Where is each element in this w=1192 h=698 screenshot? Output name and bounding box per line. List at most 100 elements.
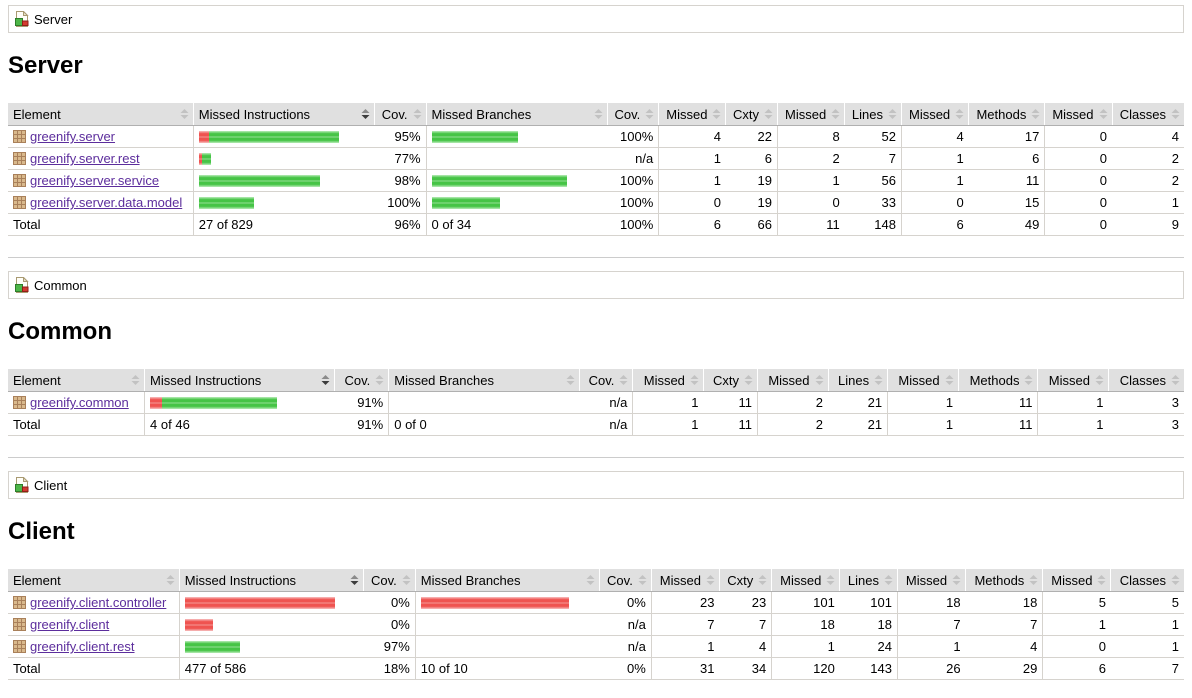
column-header-missed[interactable]: Missed [1042, 569, 1111, 592]
column-header-classes[interactable]: Classes [1111, 103, 1184, 126]
column-header-element[interactable]: Element [8, 369, 145, 392]
sort-updown-icon [1031, 109, 1040, 119]
section-title: Server [8, 52, 83, 79]
column-header-missed[interactable]: Missed [1037, 369, 1109, 392]
package-link[interactable]: greenify.common [30, 395, 129, 410]
column-header-missedbranches[interactable]: Missed Branches [414, 569, 600, 592]
package-icon [13, 152, 26, 165]
counter-cell: 18 [839, 613, 898, 636]
counter-cell: 7 [650, 613, 720, 636]
missed-bar-segment [150, 396, 163, 409]
branches-bar [414, 613, 600, 636]
branches-coverage: 100% [607, 125, 659, 148]
total-instructions: 27 of 829 [192, 213, 375, 236]
total-counter-cell: 7 [1110, 657, 1184, 680]
element-cell-inner: greenify.server.data.model [13, 195, 188, 210]
column-header-missed[interactable]: Missed [896, 569, 966, 592]
total-counter-cell: 6 [658, 213, 726, 236]
column-header-methods[interactable]: Methods [968, 103, 1045, 126]
counter-cell: 19 [725, 191, 778, 214]
column-header-missed[interactable]: Missed [900, 103, 969, 126]
total-counter-cell: 9 [1112, 213, 1184, 236]
column-header-methods[interactable]: Methods [965, 569, 1043, 592]
column-header-classes[interactable]: Classes [1110, 569, 1184, 592]
counter-cell: 23 [719, 591, 772, 614]
column-header-cov[interactable]: Cov. [578, 369, 633, 392]
column-header-missedbranches[interactable]: Missed Branches [388, 369, 580, 392]
package-link[interactable]: greenify.server [30, 129, 116, 144]
counter-cell: 33 [844, 191, 902, 214]
column-header-missed[interactable]: Missed [1044, 103, 1113, 126]
package-link[interactable]: greenify.server.service [30, 173, 160, 188]
column-header-label: Missed [659, 572, 701, 588]
column-header-cov[interactable]: Cov. [606, 103, 659, 126]
coverage-section-client: Client Client Element Missed Instructions Co… [8, 471, 1184, 680]
column-header-element[interactable]: Element [8, 569, 180, 592]
coverage-bar [198, 196, 370, 209]
package-link[interactable]: greenify.client [30, 617, 110, 632]
breadcrumb: Client [8, 471, 1184, 499]
column-header-missed[interactable]: Missed [632, 369, 704, 392]
column-header-cov[interactable]: Cov. [374, 103, 427, 126]
column-header-label: Missed [898, 372, 940, 388]
column-header-missedinstructions[interactable]: Missed Instructions [178, 569, 364, 592]
column-header-lines[interactable]: Lines [827, 369, 888, 392]
sort-updown-icon [884, 575, 893, 585]
total-counter-cell: 49 [968, 213, 1045, 236]
column-header-label: Missed Branches [431, 106, 532, 122]
counter-cell: 17 [968, 125, 1045, 148]
instructions-bar [178, 591, 364, 614]
column-header-missed[interactable]: Missed [658, 103, 726, 126]
package-link[interactable]: greenify.client.rest [30, 639, 135, 654]
group-icon [13, 277, 29, 293]
column-header-element[interactable]: Element [8, 103, 194, 126]
column-header-label: Element [13, 106, 61, 122]
instructions-bar [178, 635, 364, 658]
column-header-missedinstructions[interactable]: Missed Instructions [144, 369, 335, 392]
column-header-lines[interactable]: Lines [839, 569, 898, 592]
sort-updown-icon [831, 109, 840, 119]
column-header-missed[interactable]: Missed [650, 569, 720, 592]
element-cell: greenify.common [8, 391, 145, 414]
sort-updown-icon [1029, 575, 1038, 585]
column-header-missed[interactable]: Missed [887, 369, 959, 392]
package-link[interactable]: greenify.client.controller [30, 595, 167, 610]
branches-bar [425, 147, 608, 170]
column-header-cov[interactable]: Cov. [598, 569, 652, 592]
counter-cell: 0 [1044, 191, 1113, 214]
package-icon [13, 130, 26, 143]
column-header-cxty[interactable]: Cxty [718, 569, 772, 592]
counter-cell: 4 [719, 635, 772, 658]
column-header-cov[interactable]: Cov. [334, 369, 389, 392]
branches-coverage: 100% [607, 191, 659, 214]
column-header-missed[interactable]: Missed [771, 569, 840, 592]
column-header-classes[interactable]: Classes [1107, 369, 1184, 392]
total-counter-cell: 1 [632, 413, 704, 436]
column-header-missedbranches[interactable]: Missed Branches [425, 103, 608, 126]
total-branches-coverage: 100% [607, 213, 659, 236]
branches-coverage: 0% [599, 591, 652, 614]
covered-bar-segment [431, 196, 500, 209]
branches-bar [388, 391, 580, 414]
column-header-cxty[interactable]: Cxty [725, 103, 778, 126]
column-header-cxty[interactable]: Cxty [702, 369, 758, 392]
sort-updown-icon [1171, 575, 1180, 585]
coverage-table: Element Missed Instructions Cov. Missed Bra… [8, 569, 1184, 680]
package-row: greenify.server.rest 77% n/a 1 6 2 7 1 6 0 2 [8, 147, 1184, 170]
column-header-missed[interactable]: Missed [776, 103, 845, 126]
package-link[interactable]: greenify.server.data.model [30, 195, 183, 210]
total-label: Total [8, 213, 194, 236]
element-cell: greenify.server.data.model [8, 191, 194, 214]
package-row: greenify.server.data.model 100% 100% 0 19 0 33… [8, 191, 1184, 214]
column-header-missed[interactable]: Missed [757, 369, 828, 392]
column-header-cov[interactable]: Cov. [362, 569, 416, 592]
total-counter-cell: 26 [896, 657, 966, 680]
instructions-bar [192, 169, 375, 192]
package-link[interactable]: greenify.server.rest [30, 151, 140, 166]
column-header-missedinstructions[interactable]: Missed Instructions [192, 103, 375, 126]
column-header-lines[interactable]: Lines [844, 103, 902, 126]
total-counter-cell: 21 [828, 413, 888, 436]
sort-updown-icon [744, 375, 753, 385]
instructions-bar [144, 391, 335, 414]
column-header-methods[interactable]: Methods [957, 369, 1038, 392]
